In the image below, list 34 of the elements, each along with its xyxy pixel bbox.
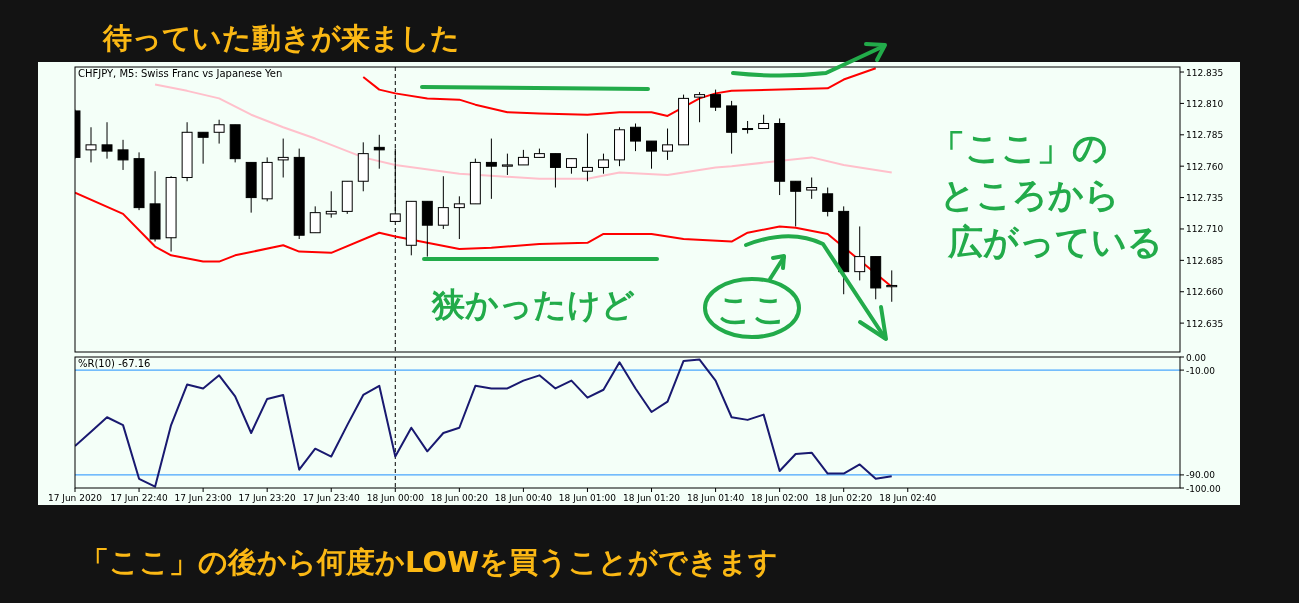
y-tick-label: 112.835 [1186, 67, 1224, 78]
x-tick-label: 18 Jun 01:40 [686, 493, 745, 503]
x-tick-label: 18 Jun 00:20 [430, 493, 489, 503]
y-tick-label: -100.00 [1186, 483, 1222, 494]
y-tick-label: 112.685 [1186, 255, 1224, 266]
text: 「ここ」の後から何度かLOWを買うことができます [80, 545, 779, 579]
y-tick-label: 112.635 [1186, 318, 1224, 329]
annotation: 「ここ」のところから広がっている [930, 128, 1163, 262]
annotation: ここ [717, 289, 787, 329]
annotation: 狭かったけど [431, 285, 635, 324]
y-tick-label: 112.710 [1186, 224, 1224, 235]
y-tick-label: 112.735 [1186, 193, 1224, 204]
y-tick-label: 112.785 [1186, 130, 1224, 141]
x-tick-label: 17 Jun 2020 [47, 493, 103, 503]
x-tick-label: 18 Jun 02:40 [879, 493, 937, 503]
x-tick-label: 18 Jun 02:00 [751, 493, 809, 503]
text: 待っていた動きが来ました [102, 21, 460, 55]
chart-title: CHFJPY, M5: Swiss Franc vs Japanese Yen [78, 68, 283, 79]
y-tick-label: 112.660 [1186, 287, 1224, 298]
x-tick-label: 17 Jun 23:40 [302, 493, 361, 503]
x-tick-label: 18 Jun 01:20 [622, 493, 681, 503]
x-tick-label: 18 Jun 01:00 [558, 493, 617, 503]
y-tick-label: 0.00 [1186, 352, 1207, 363]
x-tick-label: 17 Jun 22:40 [110, 493, 168, 503]
chart-title: %R(10) -67.16 [78, 358, 151, 369]
x-tick-label: 17 Jun 23:20 [238, 493, 297, 503]
y-tick-label: -90.00 [1186, 470, 1216, 481]
x-tick-label: 18 Jun 00:40 [494, 493, 553, 503]
x-tick-label: 18 Jun 00:00 [366, 493, 425, 503]
x-tick-label: 17 Jun 23:00 [174, 493, 232, 503]
y-tick-label: -10.00 [1186, 365, 1216, 376]
y-tick-label: 112.810 [1186, 98, 1224, 109]
x-tick-label: 18 Jun 02:20 [815, 493, 873, 503]
y-tick-label: 112.760 [1186, 161, 1224, 172]
